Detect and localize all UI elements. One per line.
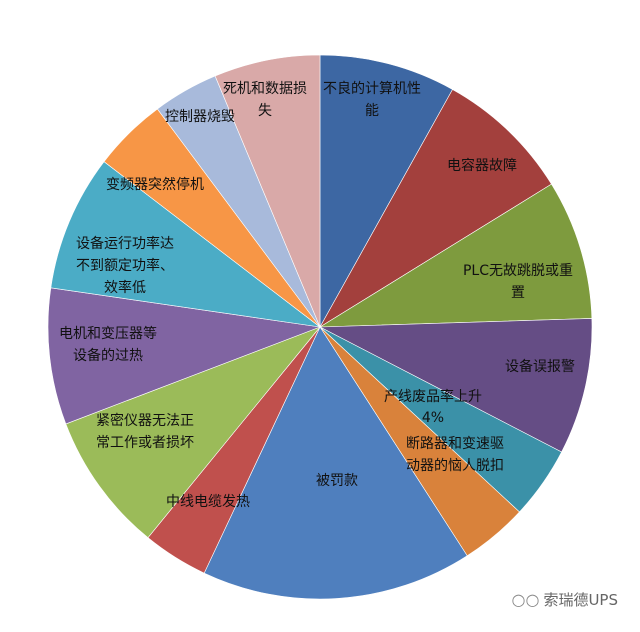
slice-label: 设备误报警 — [505, 359, 575, 375]
slice-label: PLC无故跳脱或重 置 — [462, 263, 574, 301]
pie-slice — [318, 318, 593, 453]
pie-slice — [214, 54, 321, 328]
watermark-text: 索瑞德UPS — [543, 591, 618, 609]
pie-slice — [203, 326, 468, 600]
slice-label: 产线废品率上升 — [384, 389, 482, 405]
pie-slice — [318, 183, 593, 328]
slice-label: 电容器故障 — [447, 158, 517, 174]
pie-slice — [319, 89, 552, 328]
slice-label: 断路器和变速驱 动器的恼人脱扣 — [406, 436, 504, 474]
pie-slice — [50, 161, 322, 328]
watermark: ○​○ 索瑞德UPS — [512, 589, 618, 610]
slice-label: 变频器突然停机 — [106, 177, 204, 193]
slice-label: 中线电缆发热 — [166, 494, 250, 510]
slice-label: 不良的计算机性 能 — [323, 81, 421, 119]
slice-data-label: 4% — [421, 410, 445, 426]
wechat-icon: ○​○ — [511, 590, 540, 609]
pie-slice — [65, 326, 321, 539]
pie-slice — [47, 287, 322, 425]
slice-label: 设备运行功率达 不到额定功率、 效率低 — [76, 236, 174, 296]
slice-label: 控制器烧毁 — [165, 109, 235, 125]
slice-label: 被罚款 — [316, 473, 358, 489]
slice-label: 死机和数据损 失 — [223, 81, 307, 119]
pie-slice — [319, 54, 453, 329]
slice-label: 紧密仪器无法正 常工作或者损坏 — [96, 413, 194, 451]
slice-label: 电机和变压器等 设备的过热 — [59, 326, 157, 364]
